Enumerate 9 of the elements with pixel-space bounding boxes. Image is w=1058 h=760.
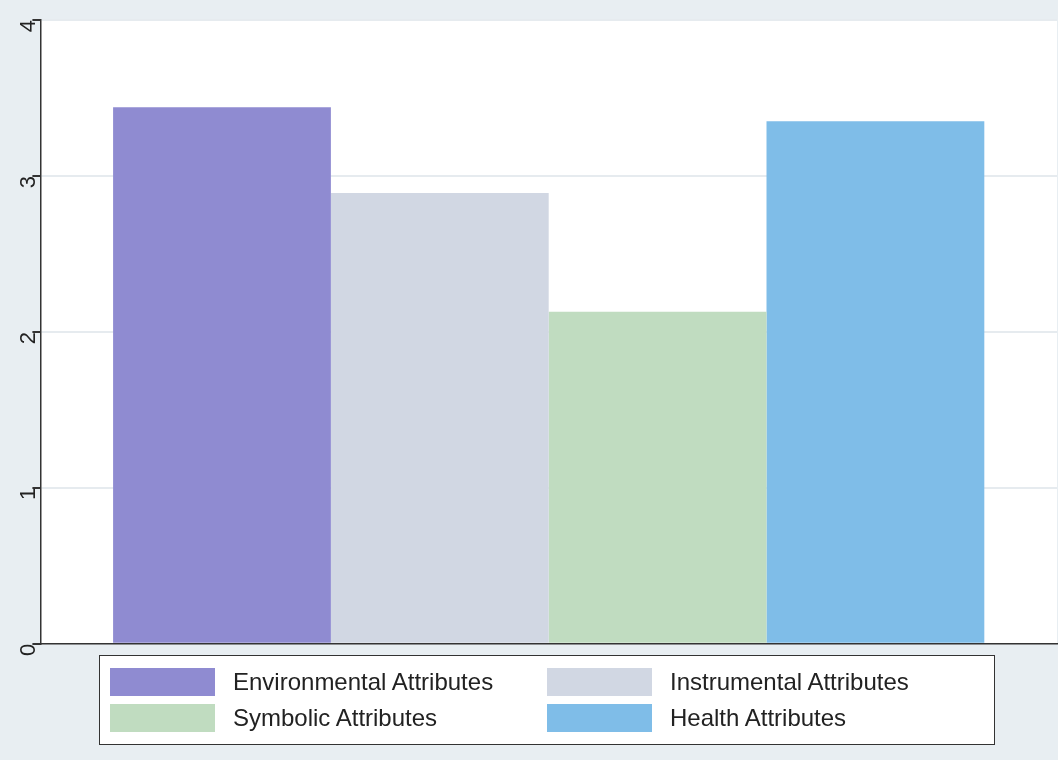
legend-label: Health Attributes bbox=[670, 704, 847, 732]
legend-label: Symbolic Attributes bbox=[233, 704, 438, 732]
legend-label: Environmental Attributes bbox=[233, 668, 494, 696]
y-tick-label: 4 bbox=[15, 20, 41, 33]
y-tick-label: 1 bbox=[15, 487, 41, 501]
legend-label: Instrumental Attributes bbox=[670, 668, 909, 696]
y-tick-label: 3 bbox=[15, 175, 41, 189]
y-tick-label: 0 bbox=[15, 643, 41, 657]
y-tick-label: 2 bbox=[15, 331, 41, 345]
